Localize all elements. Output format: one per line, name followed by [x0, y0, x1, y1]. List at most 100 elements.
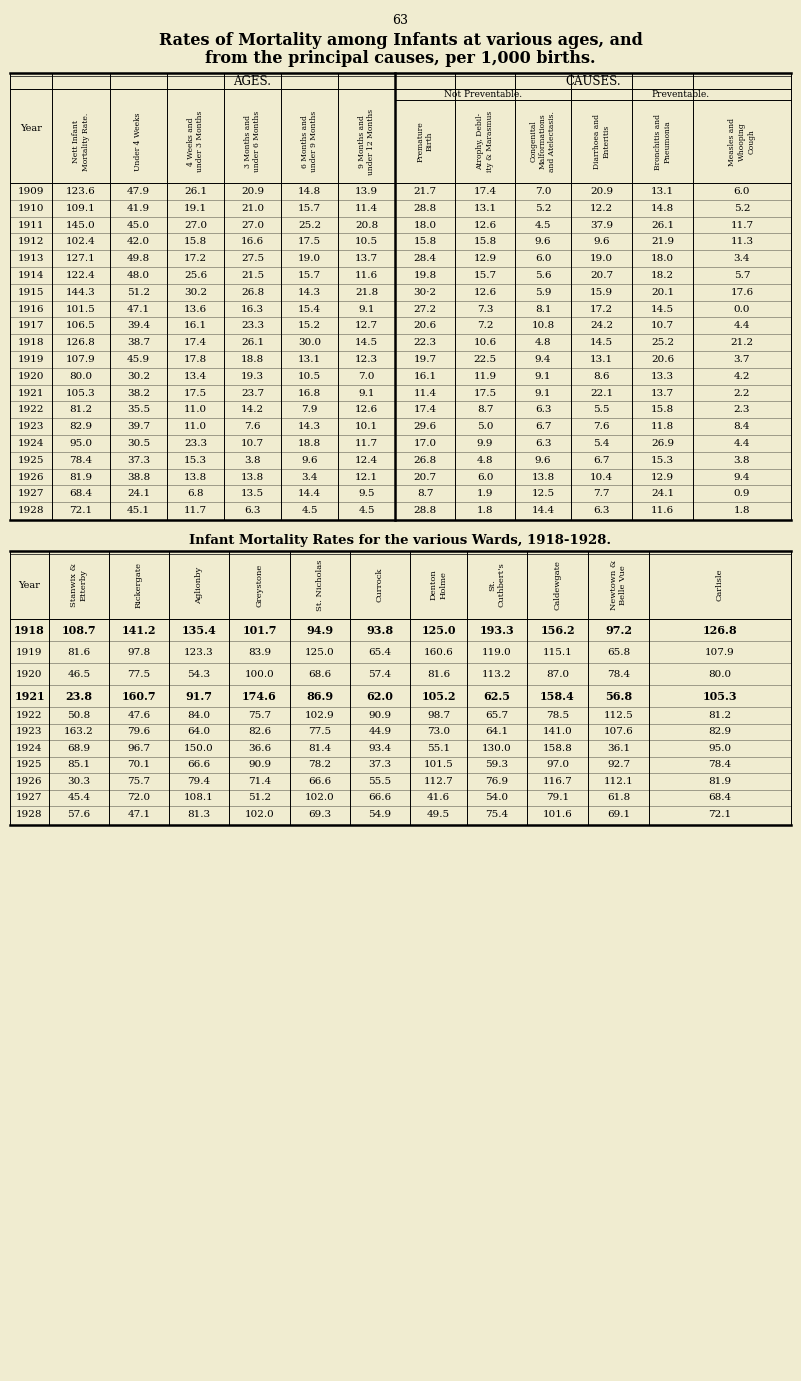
Text: 36.6: 36.6 [248, 744, 271, 753]
Text: 11.7: 11.7 [731, 221, 754, 229]
Text: 11.8: 11.8 [651, 423, 674, 431]
Text: 125.0: 125.0 [421, 624, 456, 635]
Text: 125.0: 125.0 [305, 648, 335, 656]
Text: 93.4: 93.4 [368, 744, 392, 753]
Text: 4.5: 4.5 [301, 505, 318, 515]
Text: 7.3: 7.3 [477, 304, 493, 313]
Text: 93.8: 93.8 [366, 624, 393, 635]
Text: 96.7: 96.7 [127, 744, 151, 753]
Text: 47.9: 47.9 [127, 186, 150, 196]
Text: 1918: 1918 [18, 338, 44, 347]
Text: 5.7: 5.7 [734, 271, 751, 280]
Text: Carlisle: Carlisle [716, 569, 724, 601]
Text: 57.6: 57.6 [67, 809, 91, 819]
Text: Premature
Birth: Premature Birth [417, 122, 434, 162]
Text: 63: 63 [392, 14, 409, 28]
Text: 14.5: 14.5 [355, 338, 378, 347]
Text: 112.5: 112.5 [604, 711, 634, 720]
Text: 19.3: 19.3 [241, 371, 264, 381]
Text: 1927: 1927 [18, 489, 44, 499]
Text: 13.6: 13.6 [184, 304, 207, 313]
Text: Newtown &
Belle Vue: Newtown & Belle Vue [610, 559, 627, 610]
Text: 1925: 1925 [16, 761, 42, 769]
Text: 70.1: 70.1 [127, 761, 151, 769]
Text: 7.2: 7.2 [477, 322, 493, 330]
Text: 21.2: 21.2 [731, 338, 754, 347]
Text: 23.8: 23.8 [66, 690, 92, 702]
Text: 6.0: 6.0 [535, 254, 551, 264]
Text: 1921: 1921 [18, 388, 44, 398]
Text: 15.7: 15.7 [298, 271, 321, 280]
Text: Atrophy, Debil-
ity & Marasmus: Atrophy, Debil- ity & Marasmus [477, 110, 493, 173]
Text: from the principal causes, per 1,000 births.: from the principal causes, per 1,000 bir… [205, 50, 596, 68]
Text: 9.6: 9.6 [594, 238, 610, 246]
Text: 9.6: 9.6 [535, 456, 551, 464]
Text: 82.6: 82.6 [248, 728, 271, 736]
Text: 11.3: 11.3 [731, 238, 754, 246]
Text: 78.4: 78.4 [708, 761, 731, 769]
Text: 30.0: 30.0 [298, 338, 321, 347]
Text: 76.9: 76.9 [485, 776, 509, 786]
Text: 17.4: 17.4 [184, 338, 207, 347]
Text: 3.4: 3.4 [734, 254, 751, 264]
Text: 21.0: 21.0 [241, 204, 264, 213]
Text: 21.9: 21.9 [651, 238, 674, 246]
Text: 15.3: 15.3 [651, 456, 674, 464]
Text: 69.3: 69.3 [308, 809, 332, 819]
Text: 1917: 1917 [18, 322, 44, 330]
Text: 15.9: 15.9 [590, 287, 613, 297]
Text: 108.1: 108.1 [184, 793, 214, 802]
Text: 9.9: 9.9 [477, 439, 493, 447]
Text: Denton
Holme: Denton Holme [430, 569, 447, 601]
Text: 11.6: 11.6 [355, 271, 378, 280]
Text: 16.1: 16.1 [184, 322, 207, 330]
Text: 17.4: 17.4 [413, 405, 437, 414]
Text: 98.7: 98.7 [427, 711, 450, 720]
Text: 1918: 1918 [14, 624, 45, 635]
Text: 1921: 1921 [14, 690, 45, 702]
Text: 4.8: 4.8 [477, 456, 493, 464]
Text: 97.0: 97.0 [546, 761, 569, 769]
Text: 1919: 1919 [18, 355, 44, 365]
Text: 3.7: 3.7 [734, 355, 751, 365]
Text: 38.7: 38.7 [127, 338, 150, 347]
Text: 13.3: 13.3 [651, 371, 674, 381]
Text: 9.1: 9.1 [358, 304, 375, 313]
Text: 37.3: 37.3 [368, 761, 392, 769]
Text: 9.4: 9.4 [734, 472, 751, 482]
Text: 82.9: 82.9 [708, 728, 731, 736]
Text: 24.1: 24.1 [651, 489, 674, 499]
Text: 101.6: 101.6 [542, 809, 573, 819]
Text: 101.5: 101.5 [66, 304, 96, 313]
Text: 1.8: 1.8 [734, 505, 751, 515]
Text: 19.1: 19.1 [184, 204, 207, 213]
Text: 15.7: 15.7 [473, 271, 497, 280]
Text: 144.3: 144.3 [66, 287, 96, 297]
Text: 7.9: 7.9 [301, 405, 318, 414]
Text: 73.0: 73.0 [427, 728, 450, 736]
Text: 1923: 1923 [18, 423, 44, 431]
Text: 47.1: 47.1 [127, 304, 150, 313]
Text: 12.4: 12.4 [355, 456, 378, 464]
Text: 1926: 1926 [16, 776, 42, 786]
Text: 26.8: 26.8 [413, 456, 437, 464]
Text: 95.0: 95.0 [70, 439, 93, 447]
Text: 45.9: 45.9 [127, 355, 150, 365]
Text: 64.0: 64.0 [187, 728, 211, 736]
Text: Currock: Currock [376, 568, 384, 602]
Text: 1919: 1919 [16, 648, 42, 656]
Text: 2.3: 2.3 [734, 405, 751, 414]
Text: 122.4: 122.4 [66, 271, 96, 280]
Text: 3.8: 3.8 [244, 456, 261, 464]
Text: 13.5: 13.5 [241, 489, 264, 499]
Text: Preventable.: Preventable. [652, 90, 710, 99]
Text: Caldewgate: Caldewgate [553, 561, 562, 610]
Text: 9 Months and
under 12 Months: 9 Months and under 12 Months [358, 109, 375, 174]
Text: 25.6: 25.6 [184, 271, 207, 280]
Text: 91.7: 91.7 [186, 690, 212, 702]
Text: 49.8: 49.8 [127, 254, 150, 264]
Text: 13.7: 13.7 [651, 388, 674, 398]
Text: 14.4: 14.4 [298, 489, 321, 499]
Text: 20.6: 20.6 [651, 355, 674, 365]
Text: Infant Mortality Rates for the various Wards, 1918-1928.: Infant Mortality Rates for the various W… [190, 534, 611, 547]
